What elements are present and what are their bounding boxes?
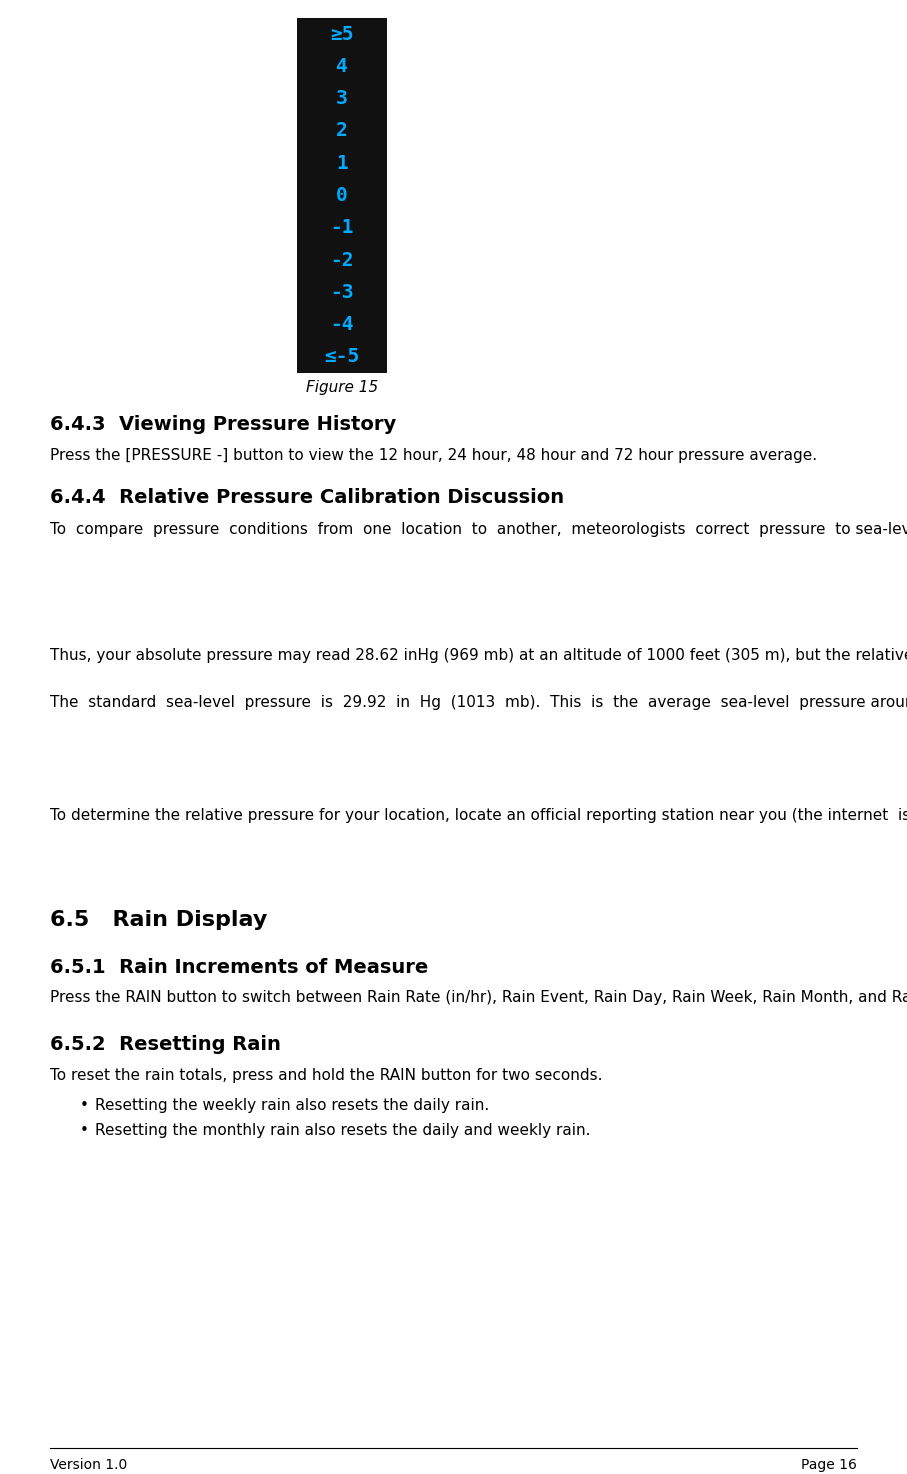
Text: ≥5: ≥5: [330, 25, 354, 44]
Text: Press the RAIN button to switch between Rain Rate (in/hr), Rain Event, Rain Day,: Press the RAIN button to switch between …: [50, 991, 907, 1005]
Text: Page 16: Page 16: [801, 1458, 857, 1473]
Text: ≤-5: ≤-5: [325, 348, 359, 367]
Text: Resetting the weekly rain also resets the daily rain.: Resetting the weekly rain also resets th…: [95, 1098, 489, 1113]
Text: Thus, your absolute pressure may read 28.62 inHg (969 mb) at an altitude of 1000: Thus, your absolute pressure may read 28…: [50, 649, 907, 663]
Text: 1: 1: [336, 153, 348, 172]
Text: To determine the relative pressure for your location, locate an official reporti: To determine the relative pressure for y…: [50, 808, 907, 822]
Text: To  compare  pressure  conditions  from  one  location  to  another,  meteorolog: To compare pressure conditions from one …: [50, 522, 907, 537]
Text: 6.5   Rain Display: 6.5 Rain Display: [50, 909, 268, 930]
Text: The  standard  sea-level  pressure  is  29.92  in  Hg  (1013  mb).  This  is  th: The standard sea-level pressure is 29.92…: [50, 696, 907, 710]
Text: Version 1.0: Version 1.0: [50, 1458, 127, 1473]
Text: Figure 15: Figure 15: [306, 380, 378, 395]
Text: -2: -2: [330, 251, 354, 270]
Text: 6.5.1  Rain Increments of Measure: 6.5.1 Rain Increments of Measure: [50, 958, 428, 977]
Text: To reset the rain totals, press and hold the RAIN button for two seconds.: To reset the rain totals, press and hold…: [50, 1069, 602, 1083]
Text: 6.5.2  Resetting Rain: 6.5.2 Resetting Rain: [50, 1035, 281, 1054]
Text: 4: 4: [336, 57, 348, 75]
Text: 2: 2: [336, 121, 348, 140]
Text: -4: -4: [330, 315, 354, 335]
Text: •: •: [80, 1123, 89, 1138]
Text: •: •: [80, 1098, 89, 1113]
Text: 0: 0: [336, 186, 348, 205]
Text: Resetting the monthly rain also resets the daily and weekly rain.: Resetting the monthly rain also resets t…: [95, 1123, 590, 1138]
Text: 6.4.3  Viewing Pressure History: 6.4.3 Viewing Pressure History: [50, 416, 396, 433]
Text: 3: 3: [336, 90, 348, 108]
Text: Press the [PRESSURE -] button to view the 12 hour, 24 hour, 48 hour and 72 hour : Press the [PRESSURE -] button to view th…: [50, 448, 817, 463]
Text: 6.4.4  Relative Pressure Calibration Discussion: 6.4.4 Relative Pressure Calibration Disc…: [50, 488, 564, 507]
Bar: [297, 18, 387, 373]
Text: -3: -3: [330, 283, 354, 302]
Text: -1: -1: [330, 218, 354, 237]
